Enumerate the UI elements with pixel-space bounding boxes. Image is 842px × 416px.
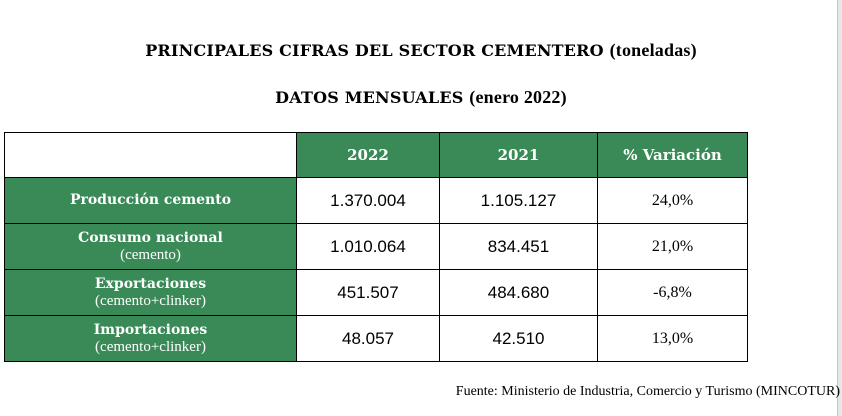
value-2021: 484.680 (439, 269, 598, 316)
source-note: Fuente: Ministerio de Industria, Comerci… (455, 384, 840, 399)
row-label: Importaciones (93, 321, 208, 338)
header-variation: % Variación (597, 132, 748, 178)
row-sublabel: (cemento) (120, 246, 181, 263)
value-variation: 21,0% (597, 223, 748, 270)
row-label-cell: Importaciones (cemento+clinker) (4, 315, 297, 362)
header-2021: 2021 (439, 132, 598, 178)
main-title: PRINCIPALES CIFRAS DEL SECTOR CEMENTERO … (0, 40, 842, 61)
table-row: Producción cemento 1.370.004 1.105.127 2… (4, 177, 748, 224)
value-2021: 42.510 (439, 315, 598, 362)
page-edge (838, 0, 842, 416)
value-2021: 1.105.127 (439, 177, 598, 224)
row-label: Producción cemento (69, 192, 232, 208)
subtitle-text: DATOS MENSUALES (275, 88, 464, 107)
row-label-cell: Producción cemento (4, 177, 297, 224)
row-label-cell: Exportaciones (cemento+clinker) (4, 269, 297, 316)
header-2022: 2022 (296, 132, 440, 178)
subtitle-period: (enero 2022) (469, 87, 567, 107)
row-sublabel: (cemento+clinker) (95, 338, 206, 355)
subtitle: DATOS MENSUALES (enero 2022) (0, 87, 842, 108)
value-variation: 24,0% (597, 177, 748, 224)
value-variation: 13,0% (597, 315, 748, 362)
value-2022: 451.507 (296, 269, 440, 316)
table-row: Importaciones (cemento+clinker) 48.057 4… (4, 315, 748, 362)
figures-table: 2022 2021 % Variación Producción cemento… (4, 132, 748, 362)
value-2021: 834.451 (439, 223, 598, 270)
value-variation: -6,8% (597, 269, 748, 316)
main-title-text: PRINCIPALES CIFRAS DEL SECTOR CEMENTERO (145, 41, 604, 60)
table-row: Exportaciones (cemento+clinker) 451.507 … (4, 269, 748, 316)
page-edge-line (837, 0, 838, 416)
row-label: Consumo nacional (78, 229, 223, 246)
table-header-row: 2022 2021 % Variación (4, 132, 748, 178)
table-row: Consumo nacional (cemento) 1.010.064 834… (4, 223, 748, 270)
row-sublabel: (cemento+clinker) (95, 292, 206, 309)
header-blank-cell (4, 132, 297, 178)
value-2022: 1.370.004 (296, 177, 440, 224)
value-2022: 48.057 (296, 315, 440, 362)
row-label: Exportaciones (94, 275, 207, 292)
main-title-unit: (toneladas) (609, 40, 697, 60)
value-2022: 1.010.064 (296, 223, 440, 270)
row-label-cell: Consumo nacional (cemento) (4, 223, 297, 270)
